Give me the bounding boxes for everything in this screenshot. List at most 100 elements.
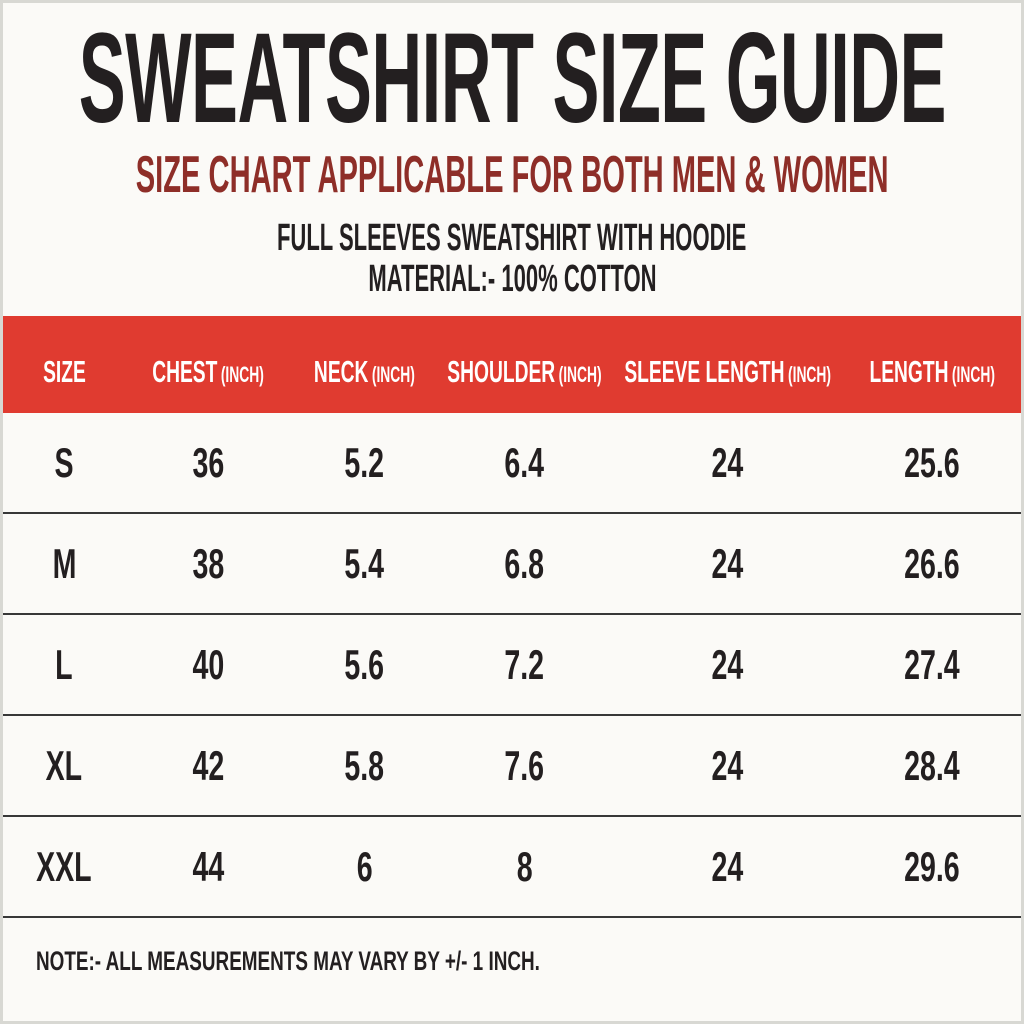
sleeve-length-value: 24 bbox=[711, 438, 744, 486]
cell-neck: 5.4 bbox=[291, 514, 438, 613]
col-unit: (INCH) bbox=[951, 362, 995, 387]
col-header-shoulder: SHOULDER (INCH) bbox=[438, 316, 612, 413]
size-value: S bbox=[54, 438, 74, 486]
cell-size: S bbox=[3, 413, 125, 512]
material-text: MATERIAL:- 100% COTTON bbox=[367, 258, 657, 300]
cell-shoulder: 6.8 bbox=[438, 514, 612, 613]
cell-sleeve-length: 24 bbox=[612, 817, 843, 916]
col-label: SIZE bbox=[42, 354, 86, 389]
col-unit: (INCH) bbox=[558, 362, 602, 387]
neck-value: 5.6 bbox=[344, 640, 385, 688]
cell-length: 26.6 bbox=[843, 514, 1021, 613]
subtitle-banner: SIZE CHART APPLICABLE FOR BOTH MEN & WOM… bbox=[3, 136, 1021, 206]
cell-sleeve-length: 24 bbox=[612, 413, 843, 512]
cell-length: 28.4 bbox=[843, 716, 1021, 815]
material-line: MATERIAL:- 100% COTTON bbox=[3, 251, 1021, 303]
col-label: NECK bbox=[313, 354, 369, 389]
cell-neck: 6 bbox=[291, 817, 438, 916]
cell-shoulder: 7.2 bbox=[438, 615, 612, 714]
measurement-note: NOTE:- ALL MEASUREMENTS MAY VARY BY +/- … bbox=[3, 919, 1021, 999]
size-chart-table: SIZE CHEST (INCH) NECK (INCH) SHOULDER (INC… bbox=[3, 316, 1021, 918]
neck-value: 6 bbox=[356, 842, 373, 890]
cell-length: 25.6 bbox=[843, 413, 1021, 512]
sleeve-length-value: 24 bbox=[711, 741, 744, 789]
table-row-l: L 40 5.6 7.2 24 27.4 bbox=[3, 615, 1021, 716]
cell-chest: 40 bbox=[125, 615, 291, 714]
col-header-neck: NECK (INCH) bbox=[291, 316, 438, 413]
col-label: LENGTH bbox=[869, 354, 949, 389]
length-value: 26.6 bbox=[904, 539, 960, 587]
sleeve-length-value: 24 bbox=[711, 539, 744, 587]
length-value: 28.4 bbox=[904, 741, 960, 789]
sleeve-length-value: 24 bbox=[711, 842, 744, 890]
cell-sleeve-length: 24 bbox=[612, 615, 843, 714]
shoulder-value: 7.6 bbox=[504, 741, 545, 789]
cell-neck: 5.6 bbox=[291, 615, 438, 714]
cell-chest: 38 bbox=[125, 514, 291, 613]
col-unit: (INCH) bbox=[220, 362, 264, 387]
cell-chest: 42 bbox=[125, 716, 291, 815]
col-label: CHEST bbox=[152, 354, 218, 389]
table-row-xxl: XXL 44 6 8 24 29.6 bbox=[3, 817, 1021, 918]
subtitle-text: SIZE CHART APPLICABLE FOR BOTH MEN & WOM… bbox=[135, 146, 889, 204]
shoulder-value: 6.4 bbox=[504, 438, 545, 486]
chest-value: 42 bbox=[192, 741, 224, 789]
cell-chest: 44 bbox=[125, 817, 291, 916]
col-header-neck-text: NECK (INCH) bbox=[314, 356, 415, 387]
shoulder-value: 7.2 bbox=[504, 640, 545, 688]
cell-sleeve-length: 24 bbox=[612, 716, 843, 815]
neck-value: 5.4 bbox=[344, 539, 385, 587]
table-row-xl: XL 42 5.8 7.6 24 28.4 bbox=[3, 716, 1021, 817]
cell-length: 27.4 bbox=[843, 615, 1021, 714]
cell-size: XL bbox=[3, 716, 125, 815]
col-header-size-text: SIZE bbox=[43, 356, 86, 387]
col-header-shoulder-text: SHOULDER (INCH) bbox=[448, 356, 602, 387]
cell-shoulder: 7.6 bbox=[438, 716, 612, 815]
neck-value: 5.8 bbox=[344, 741, 385, 789]
shoulder-value: 8 bbox=[516, 842, 533, 890]
col-header-length: LENGTH (INCH) bbox=[843, 316, 1021, 413]
col-label: SLEEVE LENGTH bbox=[623, 354, 785, 389]
chest-value: 38 bbox=[192, 539, 224, 587]
table-row-m: M 38 5.4 6.8 24 26.6 bbox=[3, 514, 1021, 615]
chest-value: 40 bbox=[192, 640, 224, 688]
col-header-sleeve-length: SLEEVE LENGTH (INCH) bbox=[612, 316, 843, 413]
page-title: SWEATSHIRT SIZE GUIDE bbox=[78, 7, 946, 150]
length-value: 25.6 bbox=[904, 438, 960, 486]
cell-size: XXL bbox=[3, 817, 125, 916]
cell-neck: 5.8 bbox=[291, 716, 438, 815]
size-value: XXL bbox=[36, 842, 92, 890]
table-row-s: S 36 5.2 6.4 24 25.6 bbox=[3, 413, 1021, 514]
chest-value: 44 bbox=[192, 842, 224, 890]
product-description-line: FULL SLEEVES SWEATSHIRT WITH HOODIE bbox=[3, 206, 1021, 264]
length-value: 27.4 bbox=[904, 640, 960, 688]
chest-value: 36 bbox=[192, 438, 224, 486]
size-value: L bbox=[55, 640, 73, 688]
cell-size: L bbox=[3, 615, 125, 714]
cell-sleeve-length: 24 bbox=[612, 514, 843, 613]
size-value: M bbox=[52, 539, 76, 587]
measurement-note-text: NOTE:- ALL MEASUREMENTS MAY VARY BY +/- … bbox=[36, 945, 540, 976]
neck-value: 5.2 bbox=[344, 438, 385, 486]
size-value: XL bbox=[45, 741, 83, 789]
col-label: SHOULDER bbox=[447, 354, 556, 389]
shoulder-value: 6.8 bbox=[504, 539, 545, 587]
cell-neck: 5.2 bbox=[291, 413, 438, 512]
page-title-banner: SWEATSHIRT SIZE GUIDE bbox=[3, 3, 1021, 149]
cell-shoulder: 6.4 bbox=[438, 413, 612, 512]
col-header-length-text: LENGTH (INCH) bbox=[869, 356, 995, 387]
length-value: 29.6 bbox=[904, 842, 960, 890]
cell-size: M bbox=[3, 514, 125, 613]
col-unit: (INCH) bbox=[371, 362, 415, 387]
col-header-chest-text: CHEST (INCH) bbox=[152, 356, 264, 387]
cell-length: 29.6 bbox=[843, 817, 1021, 916]
col-header-size: SIZE bbox=[3, 316, 125, 413]
col-header-chest: CHEST (INCH) bbox=[125, 316, 291, 413]
col-header-sleeve-length-text: SLEEVE LENGTH (INCH) bbox=[624, 356, 831, 387]
table-header-row: SIZE CHEST (INCH) NECK (INCH) SHOULDER (INC… bbox=[3, 316, 1021, 413]
col-unit: (INCH) bbox=[787, 362, 831, 387]
cell-chest: 36 bbox=[125, 413, 291, 512]
cell-shoulder: 8 bbox=[438, 817, 612, 916]
product-description-text: FULL SLEEVES SWEATSHIRT WITH HOODIE bbox=[277, 217, 747, 259]
